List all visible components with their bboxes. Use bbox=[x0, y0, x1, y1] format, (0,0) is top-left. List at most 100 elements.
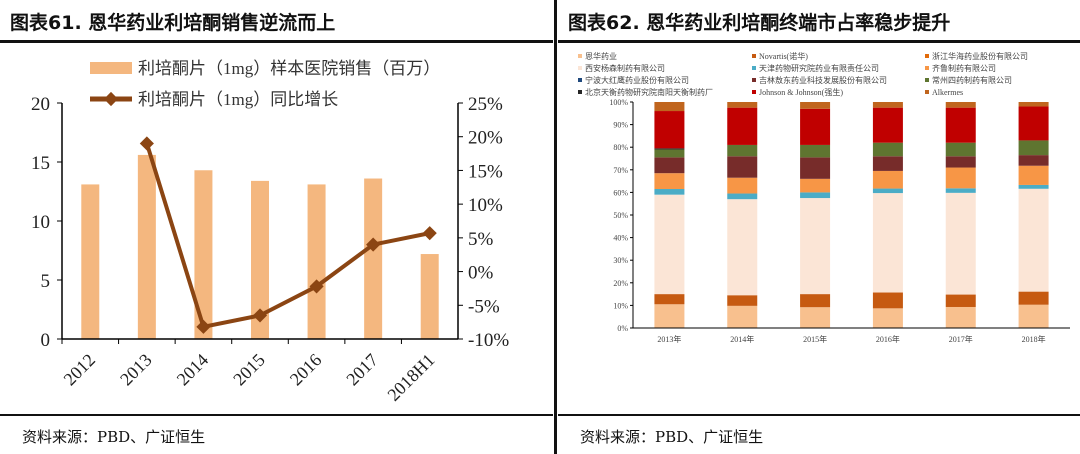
legend-swatch bbox=[578, 90, 582, 94]
x-tick-label: 2013 bbox=[116, 350, 156, 390]
stacked-segment bbox=[800, 178, 831, 193]
legend-label: 北京天衡药物研究院南阳天衡制药厂 bbox=[585, 87, 713, 97]
stacked-segment bbox=[654, 102, 685, 112]
stacked-segment bbox=[654, 148, 685, 150]
y-tick-label: 10 bbox=[31, 212, 50, 233]
legend-label: 天津药物研究院药业有限责任公司 bbox=[759, 63, 879, 73]
x-tick-label: 2015年 bbox=[803, 334, 827, 344]
stacked-segment bbox=[945, 102, 976, 108]
legend-swatch bbox=[578, 54, 582, 58]
stacked-segment bbox=[872, 170, 903, 189]
stacked-segment bbox=[872, 292, 903, 309]
stacked-segment bbox=[872, 193, 903, 293]
legend-label: Johnson & Johnson(强生) bbox=[759, 87, 843, 97]
line-marker bbox=[196, 319, 211, 334]
stacked-segment bbox=[1018, 184, 1049, 189]
legend-swatch bbox=[578, 66, 582, 70]
y2-tick-label: -10% bbox=[468, 330, 509, 351]
stacked-segment bbox=[945, 107, 976, 143]
footer-divider bbox=[558, 414, 1080, 416]
stacked-segment bbox=[654, 189, 685, 195]
x-tick-label: 2017 bbox=[342, 350, 382, 390]
source-note: 资料来源：PBD、广证恒生 bbox=[22, 428, 206, 446]
stacked-segment bbox=[1018, 188, 1049, 292]
legend-label: 常州四药制药有限公司 bbox=[932, 75, 1012, 85]
source-note: 资料来源：PBD、广证恒生 bbox=[580, 428, 764, 446]
stacked-segment bbox=[872, 308, 903, 328]
stacked-segment bbox=[1018, 155, 1049, 166]
stacked-segment bbox=[1018, 106, 1049, 141]
stacked-segment bbox=[945, 167, 976, 189]
legend-label: 利培酮片（1mg）同比增长 bbox=[138, 90, 338, 109]
legend-swatch bbox=[925, 90, 929, 94]
legend-swatch bbox=[752, 54, 756, 58]
line-marker bbox=[139, 136, 154, 151]
y2-tick-label: 15% bbox=[468, 161, 503, 182]
bar bbox=[251, 180, 269, 339]
x-tick-label: 2015 bbox=[229, 350, 269, 390]
title-divider bbox=[0, 40, 553, 43]
stacked-segment bbox=[872, 188, 903, 194]
y-tick-label: 40% bbox=[613, 234, 628, 243]
stacked-segment bbox=[800, 294, 831, 308]
bar bbox=[137, 154, 156, 339]
x-tick-label: 2016年 bbox=[876, 334, 900, 344]
y2-tick-label: 0% bbox=[468, 263, 494, 284]
bar bbox=[364, 178, 383, 339]
x-tick-label: 2016 bbox=[286, 350, 326, 390]
y2-tick-label: -5% bbox=[468, 296, 500, 317]
growth-line bbox=[144, 142, 431, 330]
stacked-segment bbox=[800, 307, 831, 328]
x-tick-label: 2013年 bbox=[657, 334, 681, 344]
y-tick-label: 70% bbox=[613, 166, 628, 175]
stacked-segment bbox=[1018, 102, 1049, 107]
y-tick-label: 0 bbox=[41, 330, 51, 351]
stacked-segment bbox=[872, 107, 903, 143]
stacked-segment bbox=[654, 111, 685, 149]
y-tick-label: 100% bbox=[609, 98, 628, 107]
line-marker bbox=[309, 279, 324, 294]
stacked-segment bbox=[945, 192, 976, 295]
y-tick-label: 15 bbox=[31, 153, 50, 174]
stacked-segment bbox=[654, 194, 685, 295]
stacked-segment bbox=[800, 157, 831, 179]
stacked-segment bbox=[727, 102, 758, 108]
title-divider bbox=[558, 40, 1080, 43]
stacked-segment bbox=[1018, 291, 1049, 305]
y-tick-label: 0% bbox=[617, 324, 628, 333]
legend-marker bbox=[103, 91, 119, 107]
stacked-segment bbox=[654, 149, 685, 158]
stacked-segment bbox=[1018, 165, 1049, 185]
stacked-segment bbox=[872, 142, 903, 157]
stacked-segment bbox=[800, 198, 831, 295]
line-marker bbox=[252, 308, 268, 323]
y-tick-label: 20% bbox=[613, 279, 628, 288]
legend-label: 利培酮片（1mg）样本医院销售（百万） bbox=[138, 59, 440, 78]
x-tick-label: 2018H1 bbox=[383, 350, 438, 405]
stacked-segment bbox=[654, 157, 685, 174]
legend-swatch bbox=[925, 66, 929, 70]
stacked-segment bbox=[945, 156, 976, 168]
stacked-segment bbox=[945, 188, 976, 193]
legend-swatch bbox=[925, 78, 929, 82]
panel-divider bbox=[554, 0, 557, 454]
legend-label: 恩华药业 bbox=[585, 51, 617, 61]
y2-tick-label: 25% bbox=[468, 94, 503, 115]
legend-swatch bbox=[752, 90, 756, 94]
stacked-segment bbox=[727, 199, 758, 296]
y-tick-label: 10% bbox=[613, 301, 628, 310]
legend-label: 浙江华海药业股份有限公司 bbox=[932, 51, 1028, 61]
stacked-segment bbox=[872, 156, 903, 171]
stacked-segment bbox=[727, 193, 758, 200]
bar bbox=[194, 170, 213, 339]
stacked-segment bbox=[727, 144, 758, 157]
y-tick-label: 60% bbox=[613, 188, 628, 197]
y-tick-label: 30% bbox=[613, 256, 628, 265]
legend-swatch-bar bbox=[90, 62, 132, 74]
y2-tick-label: 5% bbox=[468, 229, 494, 250]
stacked-segment bbox=[654, 294, 685, 305]
stacked-segment bbox=[727, 156, 758, 178]
y-tick-label: 50% bbox=[613, 211, 628, 220]
legend-label: 西安杨森制药有限公司 bbox=[585, 63, 665, 73]
